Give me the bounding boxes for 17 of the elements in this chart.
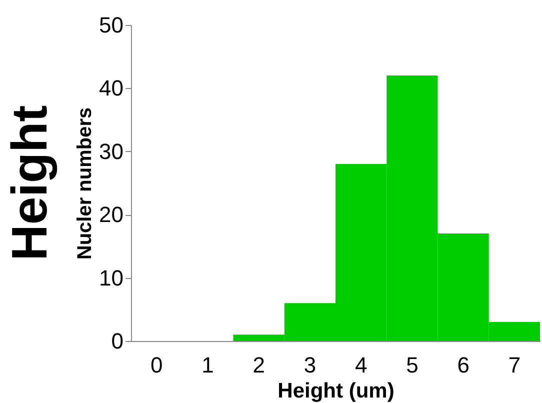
text: Height [2, 104, 58, 261]
x-tick-label: 4 [354, 352, 368, 378]
x-tick-label: 3 [304, 352, 316, 378]
y-tick-label: 40 [99, 76, 124, 101]
y-tick-label: 20 [99, 202, 124, 228]
x-tick-label: 6 [457, 352, 470, 378]
y-tick-label: 50 [99, 12, 124, 38]
x-tick-label: 7 [508, 352, 521, 378]
x-tick-label: 2 [252, 352, 265, 378]
x-tick-label: 5 [406, 352, 418, 378]
x-tick-label: 0 [150, 352, 163, 378]
y-tick-label: 0 [111, 328, 124, 354]
y-axis-title: Nucler numbers [74, 107, 96, 260]
y-tick-label: 30 [99, 138, 124, 164]
x-axis-title: Height (um) [278, 380, 394, 402]
x-tick-label: 1 [202, 352, 214, 378]
y-tick-label: 10 [99, 265, 124, 290]
